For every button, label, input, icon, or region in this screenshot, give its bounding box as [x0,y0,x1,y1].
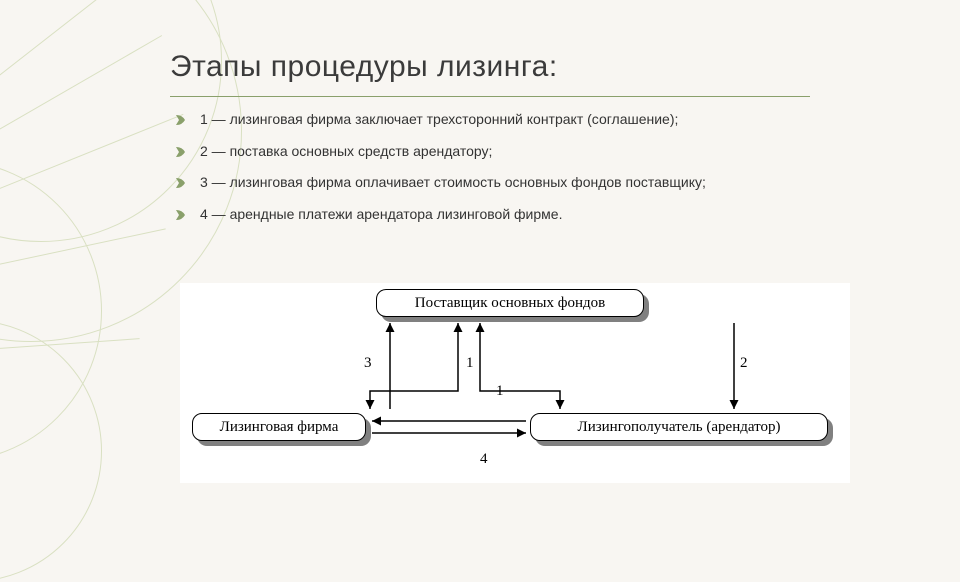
node-label: Лизинговая фирма [220,419,339,436]
edge-label-4: 4 [480,451,488,468]
edge-label-1b: 1 [496,383,504,400]
slide-title: Этапы процедуры лизинга: [170,50,880,84]
bullet-text: 2 — поставка основных средств арендатору… [200,143,492,159]
bullet-arrow-icon [176,145,190,159]
list-item: 1 — лизинговая фирма заключает трехсторо… [176,111,880,129]
edge-label-3: 3 [364,355,372,372]
edge-label-2: 2 [740,355,748,372]
list-item: 4 — арендные платежи арендатора лизингов… [176,206,880,224]
bullet-arrow-icon [176,208,190,222]
list-item: 2 — поставка основных средств арендатору… [176,143,880,161]
leasing-diagram: Поставщик основных фондов Лизинговая фир… [180,283,850,483]
bullet-text: 3 — лизинговая фирма оплачивает стоимост… [200,174,706,190]
bullet-text: 4 — арендные платежи арендатора лизингов… [200,206,562,222]
node-lessee: Лизингополучатель (арендатор) [530,413,828,441]
node-lessor: Лизинговая фирма [192,413,366,441]
bullet-text: 1 — лизинговая фирма заключает трехсторо… [200,111,678,127]
title-underline [170,96,810,97]
edge-label-1a: 1 [466,355,474,372]
bullet-arrow-icon [176,113,190,127]
list-item: 3 — лизинговая фирма оплачивает стоимост… [176,174,880,192]
node-label: Лизингополучатель (арендатор) [578,419,781,436]
node-supplier: Поставщик основных фондов [376,289,644,317]
node-label: Поставщик основных фондов [415,295,605,312]
bullet-arrow-icon [176,176,190,190]
bullet-list: 1 — лизинговая фирма заключает трехсторо… [176,111,880,223]
